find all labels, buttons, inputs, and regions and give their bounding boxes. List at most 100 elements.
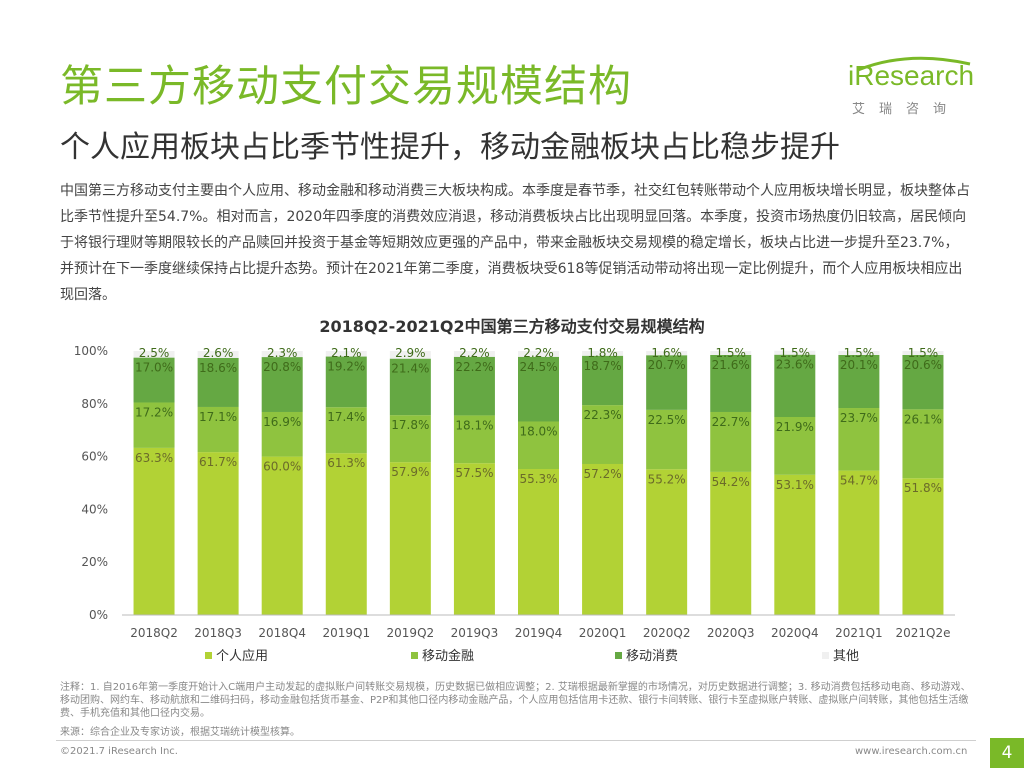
bar-segment — [646, 409, 688, 470]
data-label: 22.2% — [455, 360, 493, 374]
legend-swatch — [615, 652, 622, 659]
bar-segment — [453, 463, 495, 615]
y-tick-label: 40% — [81, 502, 108, 516]
legend-label: 移动金融 — [422, 648, 474, 664]
bar-segment — [261, 411, 303, 457]
data-label: 22.3% — [584, 408, 622, 422]
bar-segment — [902, 354, 944, 410]
bar-segment — [582, 355, 624, 406]
bar-segment — [902, 351, 944, 355]
page-number: 4 — [990, 738, 1024, 768]
bar-segment — [453, 356, 495, 416]
bar-segment — [646, 355, 688, 410]
bar-segment — [133, 447, 175, 615]
data-label: 1.8% — [587, 346, 618, 360]
data-label: 18.0% — [519, 424, 557, 438]
bar-segment — [261, 351, 303, 358]
bar-segment — [518, 421, 559, 470]
bar-segment — [133, 402, 175, 448]
data-label: 2.1% — [331, 346, 362, 360]
y-tick-label: 80% — [81, 397, 108, 411]
data-label: 20.1% — [840, 358, 878, 372]
data-label: 61.3% — [327, 456, 365, 470]
bar-segment — [582, 351, 624, 356]
data-label: 17.4% — [327, 410, 365, 424]
footer-divider — [56, 740, 976, 741]
data-label: 54.2% — [712, 475, 750, 489]
data-label: 1.6% — [651, 346, 682, 360]
logo-brand-text: iResearch — [848, 60, 975, 91]
y-tick-label: 20% — [81, 555, 108, 569]
data-label: 26.1% — [904, 412, 942, 426]
data-label: 2.2% — [459, 346, 490, 360]
bar-segment — [453, 351, 495, 357]
page-title: 第三方移动支付交易规模结构 — [60, 62, 632, 112]
bar-segment — [325, 453, 367, 615]
page-subtitle: 个人应用板块占比季节性提升，移动金融板块占比稳步提升 — [60, 130, 840, 165]
data-label: 2.5% — [139, 346, 170, 360]
data-label: 51.8% — [904, 481, 942, 495]
data-label: 21.9% — [776, 420, 814, 434]
x-tick-label: 2020Q2 — [643, 626, 691, 640]
bar-segment — [197, 351, 239, 358]
data-label: 19.2% — [327, 360, 365, 374]
data-label: 1.5% — [780, 346, 811, 360]
footnote: 注释：1. 自2016年第一季度开始计入C端用户主动发起的虚拟账户间转账交易规模… — [60, 682, 971, 719]
website-link[interactable]: www.iresearch.com.cn — [855, 746, 968, 757]
bar-segment — [197, 406, 239, 453]
bar-segment — [838, 351, 880, 355]
data-label: 18.6% — [199, 361, 237, 375]
data-label: 1.5% — [844, 346, 875, 360]
bar-segment — [710, 354, 752, 412]
data-label: 20.6% — [904, 358, 942, 372]
x-tick-label: 2020Q1 — [579, 626, 627, 640]
bar-segment — [710, 351, 752, 355]
data-label: 2.6% — [203, 346, 234, 360]
bar-segment — [582, 463, 624, 615]
bar-segment — [774, 417, 816, 475]
x-tick-label: 2018Q2 — [130, 626, 178, 640]
legend-swatch — [205, 652, 212, 659]
data-label: 18.1% — [455, 418, 493, 432]
y-tick-label: 0% — [89, 608, 108, 622]
bar-segment — [646, 351, 688, 356]
bar-segment — [902, 409, 944, 479]
bar-segment — [774, 350, 816, 355]
stacked-bar-chart: 2018Q2-2021Q2中国第三方移动支付交易规模结构 0% 20% 40% 60%… — [74, 317, 955, 664]
legend-swatch — [411, 652, 418, 659]
source-note: 来源：综合企业及专家访谈，根据艾瑞统计模型核算。 — [60, 727, 300, 738]
data-label: 17.2% — [135, 405, 173, 419]
plot-area: 0% 20% 40% 60% 80% 100% 63.3% 17.2% 17.0%2.5% 201… — [74, 344, 955, 640]
x-tick-label: 2021Q2e — [895, 626, 950, 640]
bar-segment — [325, 351, 367, 357]
bar-segment — [453, 415, 495, 464]
bar-segment — [838, 354, 880, 409]
bar-segment — [774, 474, 816, 615]
data-label: 18.7% — [584, 359, 622, 373]
data-label: 16.9% — [263, 415, 301, 429]
bar-segment — [838, 470, 880, 615]
data-label: 57.9% — [391, 465, 429, 479]
data-label: 24.5% — [519, 360, 557, 374]
bar-segment — [902, 478, 944, 615]
chart-legend: 个人应用 移动金融 移动消费 其他 — [205, 648, 859, 664]
bar-segment — [518, 356, 559, 422]
data-label: 17.1% — [199, 410, 237, 424]
data-label: 55.2% — [648, 472, 686, 486]
data-label: 17.8% — [391, 418, 429, 432]
x-tick-label: 2018Q3 — [194, 626, 242, 640]
x-tick-label: 2020Q3 — [707, 626, 755, 640]
x-tick-label: 2019Q2 — [387, 626, 435, 640]
x-tick-label: 2021Q1 — [835, 626, 883, 640]
data-label: 23.6% — [776, 358, 814, 372]
chart-title: 2018Q2-2021Q2中国第三方移动支付交易规模结构 — [319, 317, 704, 336]
bar-segment — [710, 471, 752, 615]
legend-label: 个人应用 — [216, 648, 268, 664]
data-label: 22.5% — [648, 413, 686, 427]
bar-segment — [582, 405, 624, 464]
legend-label: 其他 — [833, 649, 859, 664]
bar-segment — [518, 351, 559, 357]
bar-segment — [389, 358, 431, 416]
data-label: 63.3% — [135, 451, 173, 465]
data-label: 2.2% — [523, 346, 554, 360]
